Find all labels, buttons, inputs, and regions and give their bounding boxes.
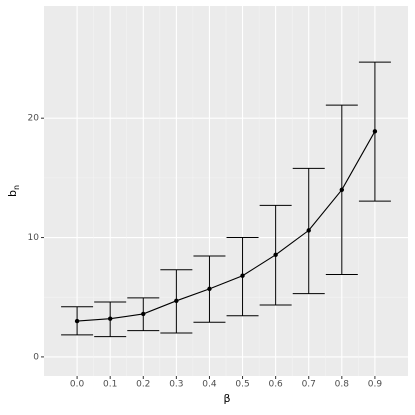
x-tick-label: 0.6 xyxy=(268,380,283,390)
x-tick-label: 0.0 xyxy=(70,380,85,390)
y-tick-label: 0 xyxy=(33,352,39,362)
x-tick-label: 0.7 xyxy=(302,380,316,390)
point xyxy=(339,187,345,193)
x-tick-label: 0.5 xyxy=(235,380,249,390)
y-axis-label: bn xyxy=(6,185,21,197)
point xyxy=(74,318,80,324)
point xyxy=(141,311,146,317)
x-axis-label: β xyxy=(223,392,230,405)
point xyxy=(174,298,179,304)
x-tick-label: 0.1 xyxy=(103,380,117,390)
point xyxy=(207,286,212,292)
x-tick-label: 0.4 xyxy=(202,380,217,390)
x-tick-label: 0.8 xyxy=(335,380,350,390)
x-tick-label: 0.2 xyxy=(136,380,150,390)
y-tick-label: 10 xyxy=(28,233,40,243)
point xyxy=(240,273,245,278)
x-tick-label: 0.9 xyxy=(368,380,383,390)
point xyxy=(372,129,378,134)
point xyxy=(107,316,113,321)
point xyxy=(273,252,278,258)
line xyxy=(77,131,376,322)
y-axis-label-base: b xyxy=(6,190,19,197)
y-tick-label: 20 xyxy=(28,114,40,124)
x-tick-label: 0.3 xyxy=(169,380,183,390)
point xyxy=(306,228,311,233)
y-axis-label-subscript: n xyxy=(12,185,21,190)
